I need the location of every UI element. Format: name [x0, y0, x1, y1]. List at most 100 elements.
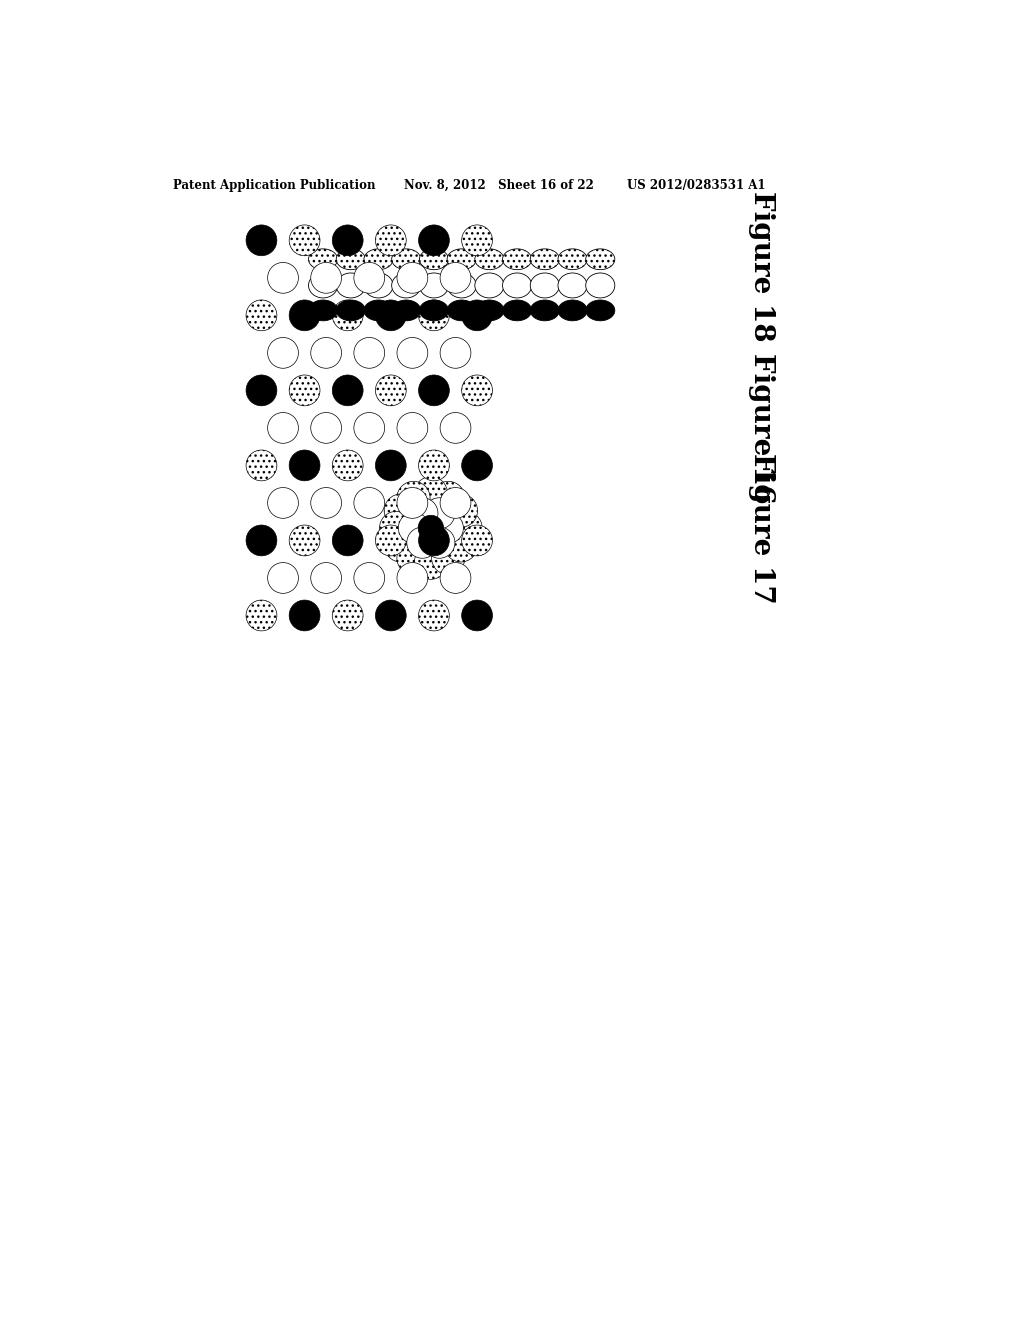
- Ellipse shape: [364, 249, 393, 269]
- Circle shape: [397, 562, 428, 594]
- Text: Figure 17: Figure 17: [749, 453, 775, 603]
- Circle shape: [310, 412, 342, 444]
- Circle shape: [376, 450, 407, 480]
- Circle shape: [267, 263, 298, 293]
- Circle shape: [397, 487, 428, 519]
- Ellipse shape: [503, 273, 531, 298]
- Circle shape: [354, 338, 385, 368]
- Ellipse shape: [475, 249, 504, 269]
- Circle shape: [432, 512, 464, 544]
- Circle shape: [246, 375, 276, 405]
- Circle shape: [440, 338, 471, 368]
- Circle shape: [246, 224, 276, 256]
- Ellipse shape: [308, 249, 338, 269]
- Ellipse shape: [530, 273, 559, 298]
- Circle shape: [289, 601, 319, 631]
- Circle shape: [333, 300, 364, 331]
- Ellipse shape: [308, 273, 338, 298]
- Circle shape: [449, 511, 482, 545]
- Circle shape: [432, 541, 465, 574]
- Circle shape: [267, 487, 298, 519]
- Ellipse shape: [447, 300, 476, 321]
- Circle shape: [415, 546, 447, 579]
- Ellipse shape: [364, 273, 393, 298]
- Circle shape: [246, 525, 276, 556]
- Ellipse shape: [336, 300, 366, 321]
- Circle shape: [418, 515, 443, 541]
- Ellipse shape: [336, 249, 366, 269]
- Circle shape: [333, 224, 364, 256]
- Circle shape: [384, 529, 418, 562]
- Circle shape: [397, 541, 430, 574]
- Circle shape: [419, 224, 450, 256]
- Circle shape: [267, 562, 298, 594]
- Ellipse shape: [586, 249, 614, 269]
- Circle shape: [354, 562, 385, 594]
- Ellipse shape: [447, 249, 476, 269]
- Ellipse shape: [530, 300, 559, 321]
- Ellipse shape: [391, 300, 421, 321]
- Circle shape: [440, 263, 471, 293]
- Circle shape: [462, 300, 493, 331]
- Text: Figure 16: Figure 16: [749, 352, 775, 503]
- Circle shape: [397, 482, 430, 515]
- Ellipse shape: [475, 273, 504, 298]
- Circle shape: [419, 601, 450, 631]
- Circle shape: [289, 525, 319, 556]
- Circle shape: [462, 450, 493, 480]
- Circle shape: [462, 525, 493, 556]
- Text: Patent Application Publication: Patent Application Publication: [173, 180, 376, 193]
- Text: US 2012/0283531 A1: US 2012/0283531 A1: [628, 180, 766, 193]
- Circle shape: [398, 512, 429, 544]
- Circle shape: [397, 263, 428, 293]
- Circle shape: [462, 375, 493, 405]
- Ellipse shape: [308, 300, 338, 321]
- Circle shape: [424, 498, 455, 529]
- Circle shape: [462, 601, 493, 631]
- Text: Nov. 8, 2012   Sheet 16 of 22: Nov. 8, 2012 Sheet 16 of 22: [403, 180, 594, 193]
- Circle shape: [310, 338, 342, 368]
- Circle shape: [310, 562, 342, 594]
- Circle shape: [333, 375, 364, 405]
- Ellipse shape: [336, 273, 366, 298]
- Circle shape: [444, 529, 477, 562]
- Circle shape: [384, 494, 418, 527]
- Text: Figure 18: Figure 18: [749, 191, 775, 342]
- Circle shape: [289, 224, 319, 256]
- Ellipse shape: [558, 249, 587, 269]
- Circle shape: [289, 450, 319, 480]
- Ellipse shape: [420, 249, 449, 269]
- Circle shape: [333, 601, 364, 631]
- Circle shape: [289, 300, 319, 331]
- Ellipse shape: [447, 273, 476, 298]
- Circle shape: [419, 300, 450, 331]
- Circle shape: [376, 224, 407, 256]
- Circle shape: [424, 527, 455, 558]
- Circle shape: [310, 487, 342, 519]
- Ellipse shape: [420, 273, 449, 298]
- Circle shape: [380, 511, 413, 545]
- Circle shape: [267, 412, 298, 444]
- Circle shape: [419, 450, 450, 480]
- Circle shape: [246, 601, 276, 631]
- Circle shape: [397, 338, 428, 368]
- Circle shape: [333, 450, 364, 480]
- Circle shape: [397, 412, 428, 444]
- Ellipse shape: [420, 300, 449, 321]
- Circle shape: [267, 338, 298, 368]
- Ellipse shape: [586, 273, 614, 298]
- Ellipse shape: [530, 249, 559, 269]
- Ellipse shape: [503, 249, 531, 269]
- Circle shape: [440, 562, 471, 594]
- Circle shape: [462, 224, 493, 256]
- Ellipse shape: [558, 273, 587, 298]
- Ellipse shape: [391, 273, 421, 298]
- Circle shape: [444, 494, 477, 527]
- Circle shape: [415, 477, 447, 510]
- Ellipse shape: [391, 249, 421, 269]
- Circle shape: [333, 525, 364, 556]
- Circle shape: [376, 375, 407, 405]
- Ellipse shape: [364, 300, 393, 321]
- Ellipse shape: [586, 300, 614, 321]
- Circle shape: [289, 375, 319, 405]
